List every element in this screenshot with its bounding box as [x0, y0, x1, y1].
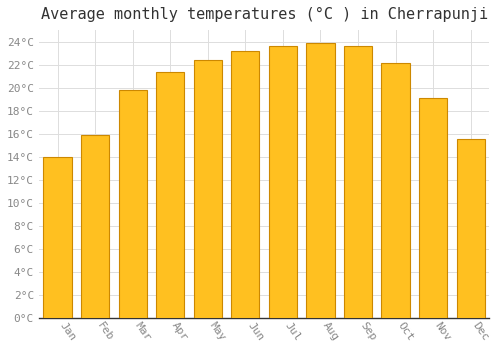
Title: Average monthly temperatures (°C ) in Cherrapunji: Average monthly temperatures (°C ) in Ch… — [40, 7, 488, 22]
Bar — [419, 98, 447, 318]
Bar — [382, 63, 409, 318]
Bar — [456, 139, 484, 318]
Bar — [269, 46, 297, 318]
Bar — [194, 60, 222, 318]
Bar — [156, 71, 184, 318]
Bar — [306, 43, 334, 318]
Bar — [118, 90, 147, 318]
Bar — [44, 157, 72, 318]
Bar — [231, 51, 260, 318]
Bar — [81, 135, 109, 318]
Bar — [344, 46, 372, 318]
